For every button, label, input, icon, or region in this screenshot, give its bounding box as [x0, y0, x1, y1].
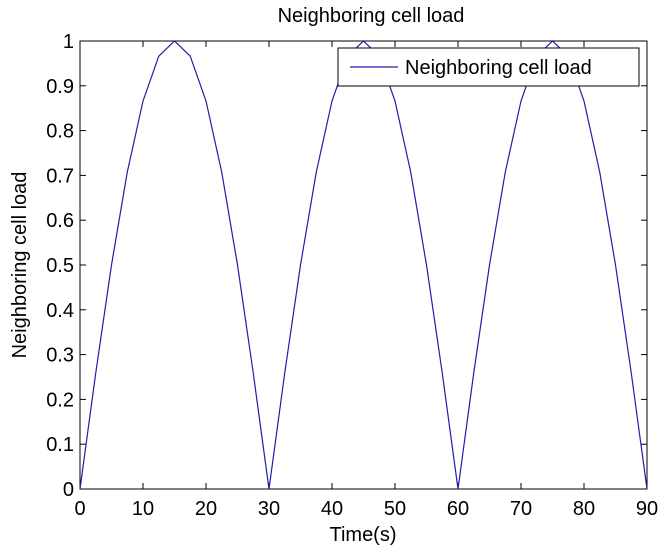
x-tick-label: 60: [447, 498, 469, 520]
x-axis-label: Time(s): [329, 524, 396, 546]
x-tick-label: 50: [384, 498, 406, 520]
y-tick-label: 0.5: [46, 255, 74, 277]
x-tick-label: 80: [573, 498, 595, 520]
x-tick-label: 70: [510, 498, 532, 520]
y-tick-label: 1: [63, 31, 74, 53]
x-tick-label: 0: [74, 498, 85, 520]
legend: Neighboring cell load: [337, 47, 640, 87]
legend-label-neighboring-cell-load: Neighboring cell load: [405, 57, 592, 79]
y-tick-label: 0.3: [46, 345, 74, 367]
y-tick-label: 0.4: [46, 300, 74, 322]
chart-title: Neighboring cell load: [278, 5, 465, 27]
y-tick-label: 0.7: [46, 165, 74, 187]
y-tick-label: 0.6: [46, 210, 74, 232]
y-axis-label: Neighboring cell load: [9, 172, 31, 359]
x-tick-label: 30: [258, 498, 280, 520]
x-tick-label: 10: [132, 498, 154, 520]
y-tick-label: 0.8: [46, 121, 74, 143]
x-tick-label: 20: [195, 498, 217, 520]
y-tick-label: 0.2: [46, 389, 74, 411]
x-axis-ticks: 0 10 20 30 40 50 60 70 80 90: [74, 41, 658, 520]
y-tick-label: 0: [63, 479, 74, 501]
y-tick-label: 0.1: [46, 434, 74, 456]
x-tick-label: 90: [636, 498, 658, 520]
x-tick-label: 40: [321, 498, 343, 520]
series-line-neighboring-cell-load: [79, 40, 648, 490]
y-tick-label: 0.9: [46, 76, 74, 98]
y-axis-ticks: 0 0.1 0.2 0.3 0.4 0.5 0.6 0.7 0.8 0.9 1: [46, 31, 647, 501]
plot-area-frame: [79, 40, 648, 490]
